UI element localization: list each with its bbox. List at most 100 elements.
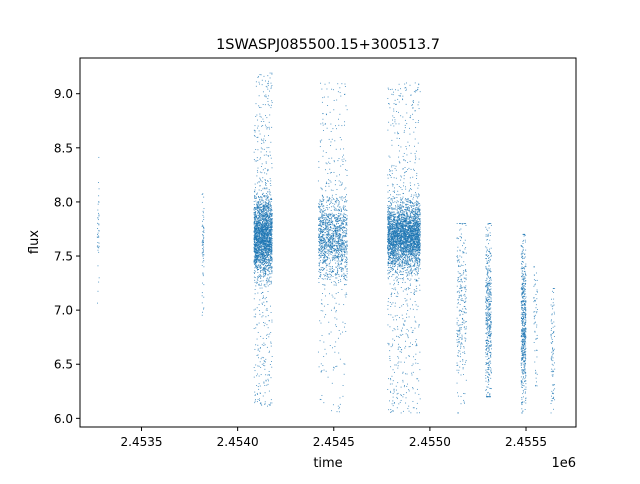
data-point (263, 243, 265, 245)
data-point (335, 311, 337, 313)
data-point (271, 214, 273, 215)
data-point (326, 256, 327, 258)
data-point (263, 263, 265, 264)
data-point (270, 194, 272, 196)
data-point (267, 206, 269, 208)
data-point (339, 219, 341, 221)
data-point (343, 254, 345, 255)
data-point (339, 256, 341, 258)
data-point (98, 230, 100, 232)
data-point (340, 227, 342, 229)
data-point (332, 214, 334, 216)
data-point (260, 228, 262, 230)
data-point (263, 241, 265, 243)
data-point (418, 223, 420, 225)
data-point (340, 238, 342, 240)
data-point (257, 269, 258, 271)
data-point (266, 173, 268, 175)
data-point (405, 234, 407, 236)
data-point (323, 247, 325, 249)
data-point (338, 239, 340, 241)
data-point (335, 233, 337, 235)
data-point (409, 216, 411, 218)
data-point (265, 233, 267, 235)
data-point (318, 203, 320, 205)
data-point (269, 205, 271, 207)
data-point (335, 293, 337, 295)
data-point (388, 344, 390, 346)
data-point (332, 244, 334, 246)
data-point (201, 244, 203, 246)
data-point (405, 373, 407, 375)
data-point (331, 272, 333, 274)
data-point (335, 242, 337, 244)
data-point (264, 270, 266, 272)
data-point (257, 149, 259, 151)
data-point (334, 281, 336, 283)
data-point (324, 220, 326, 222)
data-point (320, 371, 322, 373)
data-point (269, 240, 271, 242)
data-point (416, 240, 418, 242)
data-point (343, 206, 345, 208)
data-point (257, 224, 259, 225)
data-point (258, 259, 260, 261)
data-point (266, 307, 268, 309)
data-point (270, 332, 272, 333)
data-point (266, 187, 268, 189)
data-point (268, 253, 269, 255)
data-point (268, 231, 270, 233)
data-point (253, 298, 255, 300)
data-point (257, 219, 259, 221)
data-point (267, 237, 269, 238)
data-point (333, 209, 335, 210)
data-point (329, 215, 331, 217)
data-point (260, 402, 262, 404)
data-point (342, 246, 344, 248)
data-point (97, 228, 99, 229)
data-point (390, 306, 392, 307)
data-point (257, 240, 259, 242)
data-point (266, 207, 268, 209)
data-point (253, 376, 255, 378)
data-point (318, 282, 320, 283)
data-point (261, 232, 262, 234)
data-point (258, 322, 260, 324)
data-point (271, 266, 273, 268)
data-point (343, 221, 345, 222)
data-point (318, 218, 320, 220)
data-point (266, 254, 268, 256)
data-point (337, 234, 339, 236)
data-point (326, 243, 328, 245)
data-point (260, 242, 262, 244)
data-point (395, 103, 397, 105)
data-point (264, 235, 266, 237)
data-point (335, 324, 337, 326)
data-point (338, 202, 340, 204)
data-point (255, 149, 257, 150)
data-point (269, 183, 271, 184)
data-point (341, 232, 343, 234)
data-point (262, 125, 264, 126)
data-point (338, 220, 340, 222)
data-point (320, 123, 322, 125)
data-point (328, 257, 330, 259)
data-point (271, 271, 273, 273)
data-point (255, 245, 257, 247)
data-point (260, 255, 262, 257)
data-point (258, 251, 260, 253)
data-point (339, 236, 341, 238)
data-point (344, 94, 345, 95)
data-point (261, 253, 263, 255)
data-point (253, 212, 255, 214)
data-point (269, 72, 271, 74)
data-point (270, 231, 272, 233)
data-point (260, 121, 262, 122)
data-point (329, 235, 331, 236)
data-point (265, 249, 267, 251)
data-point (331, 257, 333, 259)
data-point (97, 265, 99, 267)
data-point (338, 254, 339, 255)
data-point (254, 253, 256, 255)
